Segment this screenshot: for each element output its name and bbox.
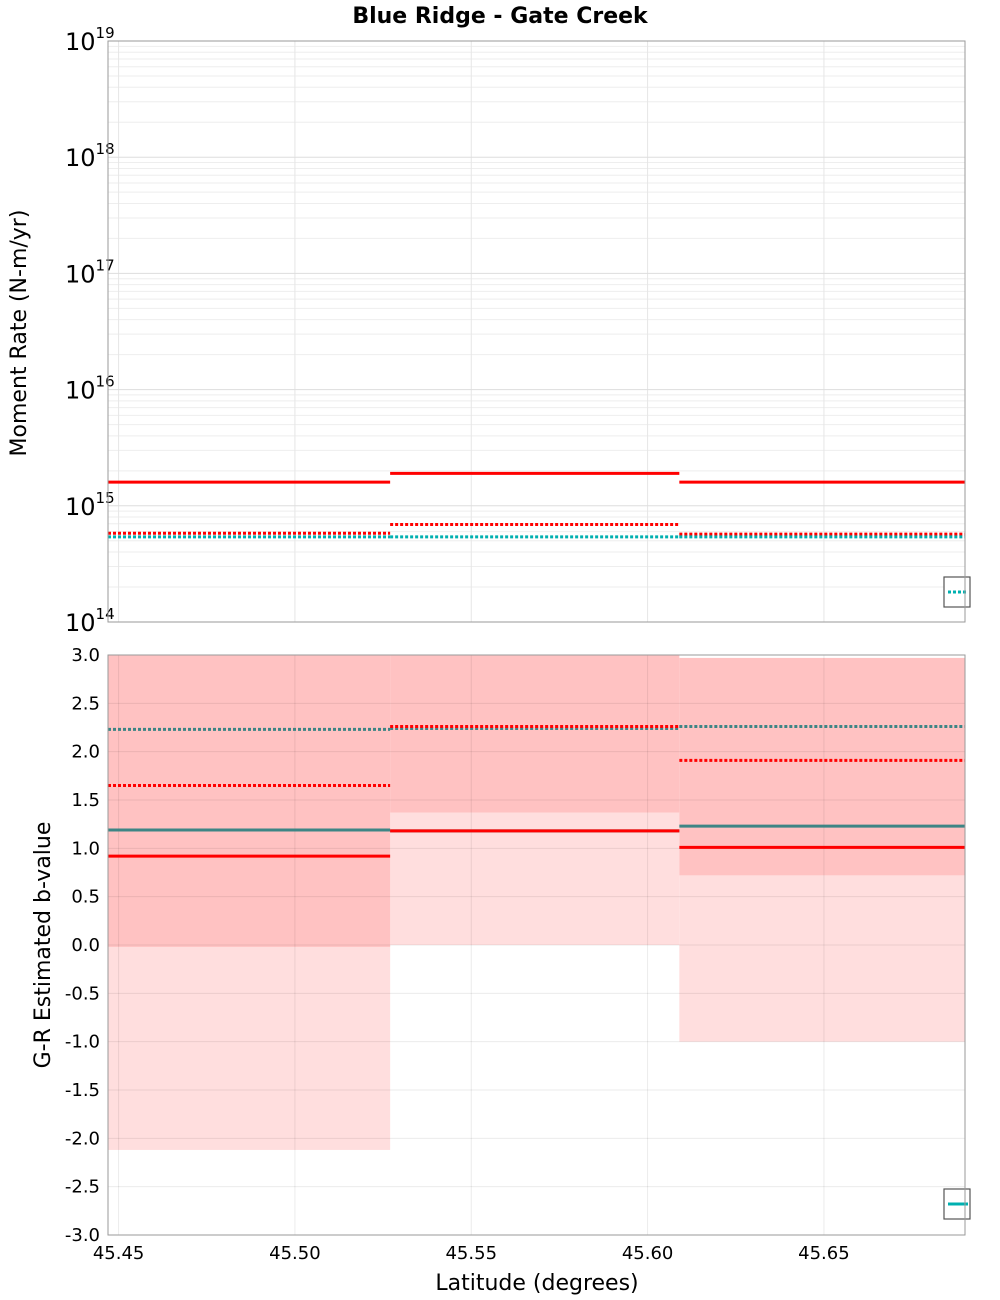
- top-legend-box: [943, 576, 971, 608]
- x-axis-label: Latitude (degrees): [435, 1271, 638, 1296]
- bottom-y-axis-label: G-R Estimated b-value: [31, 822, 56, 1069]
- bottom-y-tick-label: 1.0: [71, 838, 100, 859]
- confidence-band: [390, 812, 680, 945]
- bottom-y-tick-label: -1.0: [65, 1032, 100, 1053]
- top-y-tick-label: 1019: [65, 24, 115, 56]
- x-tick-label: 45.50: [269, 1243, 321, 1264]
- x-tick-label: 45.65: [798, 1243, 850, 1264]
- x-tick-label: 45.55: [445, 1243, 497, 1264]
- confidence-band: [679, 657, 965, 876]
- top-y-tick-label: 1015: [65, 489, 115, 521]
- bottom-y-tick-label: 2.5: [71, 693, 100, 714]
- moment-rate-plot: 1014 1015 1016 1017 1018 1019: [65, 24, 971, 637]
- top-plot-frame: [107, 40, 966, 623]
- top-y-axis-label: Moment Rate (N-m/yr): [7, 210, 32, 457]
- bottom-plot-frame: [107, 654, 966, 1236]
- x-tick-label: 45.60: [622, 1243, 674, 1264]
- confidence-band: [108, 655, 391, 947]
- top-y-tick-label: 1016: [65, 373, 115, 405]
- bottom-y-tick-label: 1.5: [71, 790, 100, 811]
- bottom-y-tick-label: 2.0: [71, 742, 100, 763]
- top-y-tick-label: 1018: [65, 140, 115, 172]
- bottom-y-tick-label: -1.5: [65, 1080, 100, 1101]
- top-y-tick-label: 1017: [65, 256, 115, 288]
- bottom-y-tick-label: -2.0: [65, 1128, 100, 1149]
- bottom-y-tick-label: 0.0: [71, 935, 100, 956]
- x-tick-label: 45.45: [93, 1243, 145, 1264]
- bottom-y-tick-label: 3.0: [71, 645, 100, 666]
- confidence-band: [390, 655, 680, 813]
- bottom-y-tick-label: -0.5: [65, 983, 100, 1004]
- top-y-tick-label: 1014: [65, 605, 115, 637]
- chart-title: Blue Ridge - Gate Creek: [352, 4, 649, 29]
- b-value-plot: -3.0 -2.5 -2.0 -1.5 -1.0 -0.5 0.0 0.5 1.0 1.5 2.0 2…: [65, 645, 971, 1264]
- confidence-band: [679, 875, 965, 1042]
- bottom-y-tick-label: 0.5: [71, 887, 100, 908]
- bottom-y-tick-label: -2.5: [65, 1177, 100, 1198]
- bottom-y-tick-label: -3.0: [65, 1225, 100, 1246]
